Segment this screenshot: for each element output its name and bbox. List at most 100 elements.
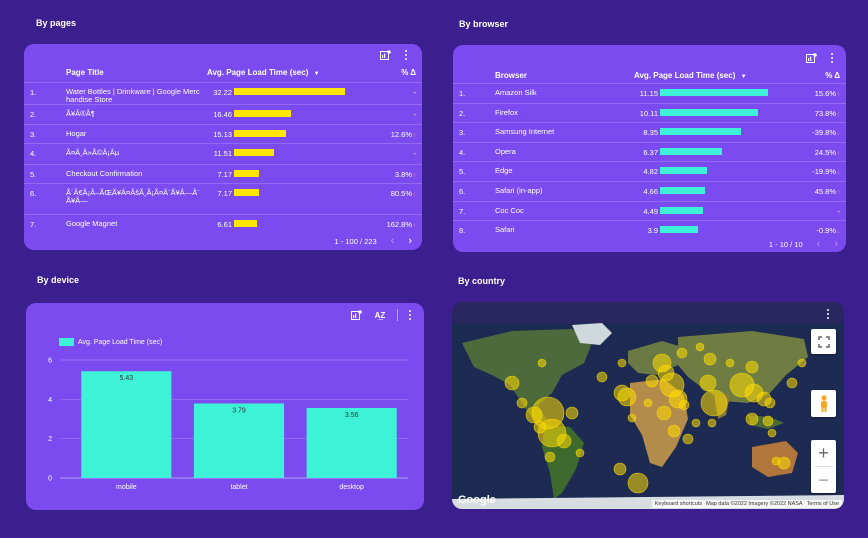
country-bubble[interactable] xyxy=(745,412,759,426)
page-title-cell: Ã¤Â¸Â»Ã©Â¡Âµ xyxy=(66,148,120,157)
prev-page-icon[interactable]: ‹ xyxy=(816,238,821,250)
table-row[interactable]: 4. Ã¤Â¸Â»Ã©Â¡Âµ 11.51 - xyxy=(24,143,422,165)
country-section-title: By country xyxy=(458,276,506,286)
country-bubble[interactable] xyxy=(786,377,798,389)
export-icon[interactable] xyxy=(804,51,818,65)
metric-value: 6.37 xyxy=(643,147,658,157)
table-row[interactable]: 1. Amazon Silk 11.15 15.6%↑ xyxy=(453,83,846,104)
country-bubble[interactable] xyxy=(700,389,728,417)
country-bubble[interactable] xyxy=(667,424,681,438)
country-bubble[interactable] xyxy=(627,472,649,494)
bar-mobile[interactable] xyxy=(81,371,172,478)
country-bubble[interactable] xyxy=(767,428,777,438)
table-row[interactable]: 2. Firefox 10.11 73.8%↑ xyxy=(453,102,846,124)
country-bubble[interactable] xyxy=(617,358,627,368)
country-bubble[interactable] xyxy=(797,358,807,368)
col-browser[interactable]: Browser xyxy=(495,71,528,80)
col-avg-load-time[interactable]: Avg. Page Load Time (sec) ▼ xyxy=(634,71,747,80)
data-label: 3.56 xyxy=(345,412,359,419)
col-delta[interactable]: % Δ xyxy=(401,68,416,77)
country-bubble[interactable] xyxy=(703,352,717,366)
country-bubble[interactable] xyxy=(691,418,701,428)
country-bubble[interactable] xyxy=(695,342,705,352)
zoom-out-button[interactable]: − xyxy=(818,470,829,490)
chart-legend: Avg. Page Load Time (sec) xyxy=(59,338,162,346)
country-bubble[interactable] xyxy=(699,374,717,392)
fullscreen-button[interactable] xyxy=(811,329,836,354)
col-avg-load-time-label: Avg. Page Load Time (sec) xyxy=(207,68,309,77)
country-bubble[interactable] xyxy=(762,415,774,427)
country-bubble[interactable] xyxy=(596,371,608,383)
table-row[interactable]: 6. Ã´Â€Â¡Â–ÃŒÃ¥Â¤ÂšÃ¸Ã¡Ã¤Â¨Ã¥Â—Â¨Ã¥Â— 7.17… xyxy=(24,183,422,215)
country-bubble[interactable] xyxy=(516,397,528,409)
next-page-icon[interactable]: › xyxy=(834,238,838,250)
country-bubble[interactable] xyxy=(504,375,520,391)
table-row[interactable]: 5. Checkout Confirmation 7.17 3.8%↑ xyxy=(24,164,422,184)
country-bubble[interactable] xyxy=(556,433,572,449)
country-bubble[interactable] xyxy=(575,448,585,458)
table-row[interactable]: 7. Coc Coc 4.49 - xyxy=(453,200,846,222)
country-bubble[interactable] xyxy=(533,420,547,434)
country-bubble[interactable] xyxy=(725,358,735,368)
pages-table: Page Title Avg. Page Load Time (sec) ▼ %… xyxy=(24,44,422,250)
export-icon[interactable] xyxy=(349,308,363,322)
table-row[interactable]: 8. Safari 3.9 -0.9%↓ xyxy=(453,220,846,241)
data-label: 5.43 xyxy=(120,375,134,382)
table-row[interactable]: 1. Water Bottles | Drinkware | Google Mer… xyxy=(24,82,422,105)
country-bubble[interactable] xyxy=(645,374,659,388)
delta-value: - xyxy=(413,110,417,119)
col-page-title[interactable]: Page Title xyxy=(66,68,104,77)
country-bubble[interactable] xyxy=(613,462,627,476)
country-bubble[interactable] xyxy=(682,433,694,445)
prev-page-icon[interactable]: ‹ xyxy=(390,235,395,247)
table-row[interactable]: 6. Safari (in-app) 4.66 45.8%↑ xyxy=(453,181,846,202)
world-map[interactable] xyxy=(452,323,844,509)
page-title-cell: Google Magnet xyxy=(66,219,118,228)
country-bubble[interactable] xyxy=(764,397,776,409)
row-index: 6. xyxy=(459,187,466,196)
country-bubble[interactable] xyxy=(627,413,637,423)
zoom-control: + − xyxy=(811,440,836,493)
bar-tablet[interactable] xyxy=(193,403,285,478)
col-delta[interactable]: % Δ xyxy=(825,71,840,80)
col-avg-load-time[interactable]: Avg. Page Load Time (sec) ▼ xyxy=(207,68,320,77)
country-bubble[interactable] xyxy=(617,387,637,407)
zoom-in-button[interactable]: + xyxy=(818,443,829,463)
delta-down-icon: ↓ xyxy=(837,229,840,236)
next-page-icon[interactable]: › xyxy=(408,235,412,247)
country-bubble[interactable] xyxy=(707,418,717,428)
table-row[interactable]: 2. Ã¥Â®Â¶ 16.46 - xyxy=(24,104,422,125)
y-tick-label: 6 xyxy=(48,358,52,365)
table-row[interactable]: 4. Opera 6.37 24.5%↑ xyxy=(453,141,846,163)
country-bubble[interactable] xyxy=(678,399,690,411)
more-options-icon[interactable] xyxy=(404,50,408,60)
country-bubble[interactable] xyxy=(565,406,579,420)
country-bubble[interactable] xyxy=(544,451,556,463)
sort-desc-icon: ▼ xyxy=(313,71,320,77)
country-bubble[interactable] xyxy=(676,347,688,359)
pages-section-title: By pages xyxy=(36,18,77,28)
table-row[interactable]: 5. Edge 4.82 -19.9%↓ xyxy=(453,161,846,182)
country-bubble[interactable] xyxy=(771,456,781,466)
street-view-pegman-icon[interactable] xyxy=(811,390,836,417)
more-options-icon[interactable] xyxy=(830,53,834,63)
country-bubble[interactable] xyxy=(656,405,672,421)
terms-of-use-link[interactable]: Terms of Use xyxy=(806,501,839,507)
country-bubble[interactable] xyxy=(745,360,759,374)
keyboard-shortcuts-link[interactable]: Keyboard shortcuts xyxy=(654,501,703,507)
export-icon[interactable] xyxy=(378,48,392,62)
country-bubble[interactable] xyxy=(525,406,543,424)
metric-value: 10.11 xyxy=(639,108,658,118)
delta-up-icon: ↑ xyxy=(413,173,416,179)
browser-name-cell: Safari (in-app) xyxy=(495,186,543,195)
table-row[interactable]: 3. Hogar 15.13 12.6%↑ xyxy=(24,124,422,144)
sort-az-icon[interactable]: A͢Z xyxy=(374,310,386,320)
more-options-icon[interactable] xyxy=(826,309,830,319)
bar-desktop[interactable] xyxy=(306,407,397,478)
more-options-icon[interactable] xyxy=(408,310,412,320)
country-bubble[interactable] xyxy=(643,398,653,408)
table-row[interactable]: 7. Google Magnet 6.61 162.8%↑ xyxy=(24,214,422,234)
country-bubble[interactable] xyxy=(537,358,547,368)
table-row[interactable]: 3. Samsung Internet 8.35 -39.8%↓ xyxy=(453,122,846,143)
page-title-cell: Ã¥Â®Â¶ xyxy=(66,109,95,118)
